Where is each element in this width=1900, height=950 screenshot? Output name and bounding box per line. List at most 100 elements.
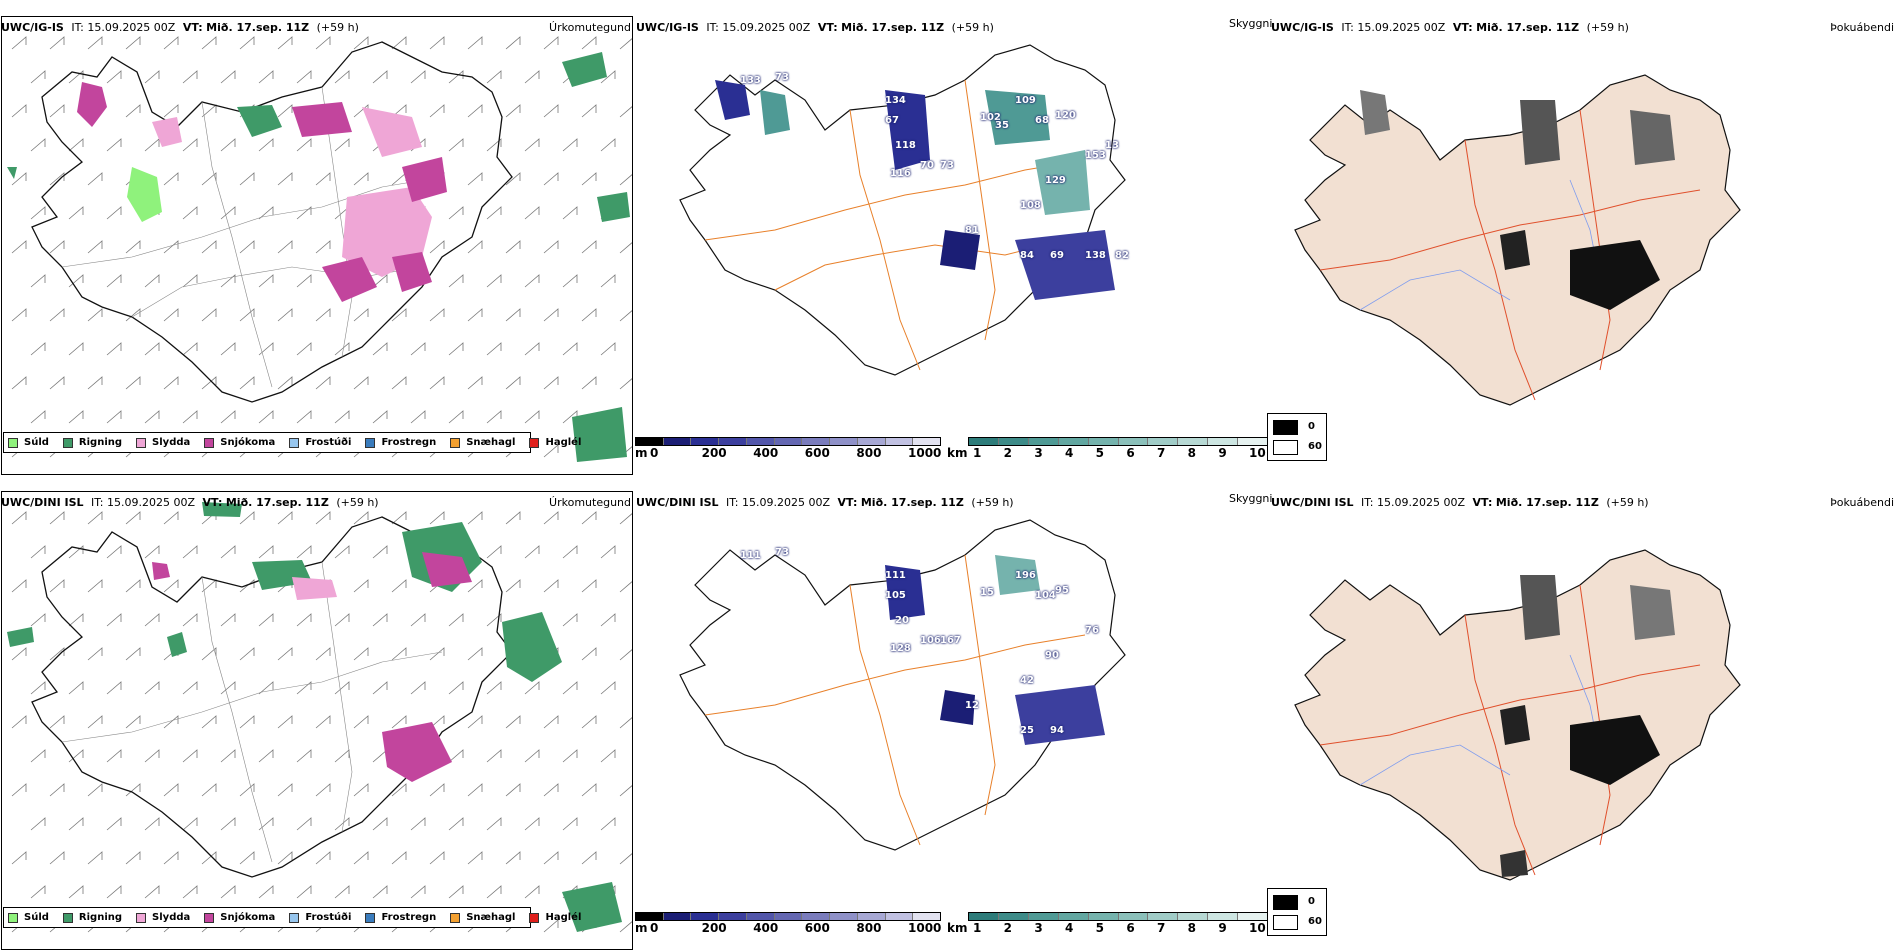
wind-barb xyxy=(296,749,312,763)
wind-barb xyxy=(68,138,84,152)
wind-barb xyxy=(467,783,483,797)
wind-barb xyxy=(296,342,312,356)
colorbar-tick: 600 xyxy=(804,921,830,935)
legend-label: Snjókoma xyxy=(220,437,276,448)
fog-map-svg[interactable] xyxy=(1270,0,1900,430)
wind-barb xyxy=(201,783,217,797)
wind-barb xyxy=(391,36,407,50)
panel-title: UWC/DINI ISL IT: 15.09.2025 00Z VT: Mið.… xyxy=(1271,496,1649,509)
wind-barb xyxy=(372,70,388,84)
colorbar-segment xyxy=(719,438,747,445)
wind-barb xyxy=(144,410,160,424)
wind-barb xyxy=(524,681,540,695)
wind-barb xyxy=(467,240,483,254)
fog-legend-label: 60 xyxy=(1308,441,1322,452)
legend-label: Rigning xyxy=(78,437,123,448)
wind-barb xyxy=(448,138,464,152)
wind-barb xyxy=(296,681,312,695)
wind-barb xyxy=(163,715,179,729)
wind-barb xyxy=(467,376,483,390)
cloud-map-svg[interactable] xyxy=(635,475,1270,905)
wind-barb xyxy=(353,851,369,865)
colorbar-segment xyxy=(1178,913,1209,920)
wind-barb xyxy=(581,715,597,729)
wind-barb xyxy=(486,206,502,220)
cloud-base-value: 76 xyxy=(1085,625,1099,636)
colorbar-tick: 6 xyxy=(1126,921,1135,935)
wind-barb xyxy=(353,36,369,50)
fog-blobs xyxy=(1360,90,1675,310)
precip-map[interactable] xyxy=(1,491,633,950)
legend-swatch xyxy=(204,437,215,448)
wind-barb xyxy=(87,783,103,797)
wind-barb xyxy=(486,545,502,559)
legend-swatch xyxy=(204,912,215,923)
cloud-base-value: 13 xyxy=(1105,140,1119,151)
wind-barb xyxy=(619,38,632,50)
cloud-base-value: 35 xyxy=(995,120,1009,131)
precip-type-panel: UWC/IG-IS IT: 15.09.2025 00Z VT: Mið. 17… xyxy=(0,0,635,475)
wind-barb xyxy=(315,240,331,254)
wind-barb xyxy=(467,172,483,186)
wind-barb xyxy=(201,172,217,186)
wind-barb xyxy=(315,851,331,865)
cloud-base-value: 167 xyxy=(940,635,961,646)
legend-item-snjókoma: Snjókoma xyxy=(204,912,275,923)
colorbar-tick: 1 xyxy=(973,446,982,460)
wind-barb xyxy=(410,613,426,627)
wind-barb xyxy=(581,240,597,254)
wind-barb xyxy=(391,579,407,593)
roads xyxy=(704,554,1086,846)
fog-map-svg[interactable] xyxy=(1270,475,1900,905)
colorbar-tick: 1 xyxy=(973,921,982,935)
wind-barb xyxy=(600,613,616,627)
legend-item-súld: Súld xyxy=(8,437,49,448)
cloud-base-panel: UWC/IG-IS IT: 15.09.2025 00Z VT: Mið. 17… xyxy=(635,0,1270,475)
wind-barb xyxy=(524,817,540,831)
wind-barb xyxy=(619,106,632,118)
it-label: IT: xyxy=(71,21,84,34)
legend-label: Slydda xyxy=(152,912,191,923)
colorbar-segment xyxy=(857,438,886,445)
wind-barb xyxy=(30,681,46,695)
wind-barb xyxy=(600,817,616,831)
lead-time: (+59 h) xyxy=(1586,21,1629,34)
colorbar-segment xyxy=(1058,913,1089,920)
wind-barb xyxy=(87,579,103,593)
wind-barb xyxy=(87,376,103,390)
colorbar-segment xyxy=(969,438,999,445)
wind-barb xyxy=(334,885,350,899)
cloud-map-svg[interactable] xyxy=(635,0,1270,430)
wind-barb xyxy=(277,104,293,118)
model-name: UWC/DINI ISL xyxy=(636,496,719,509)
fog-legend-swatch xyxy=(1273,915,1298,930)
wind-barb xyxy=(182,885,198,899)
wind-barb xyxy=(87,240,103,254)
cloud-base-colorbar xyxy=(635,912,941,921)
wind-barb xyxy=(429,36,445,50)
wind-barb xyxy=(49,104,65,118)
cloud-base-value: 120 xyxy=(1055,110,1076,121)
wind-barb xyxy=(144,613,160,627)
legend-swatch xyxy=(289,912,300,923)
vt-label: VT: xyxy=(1452,21,1473,34)
precip-type-label: Úrkomutegund xyxy=(549,496,631,509)
wind-barb xyxy=(49,851,65,865)
precip-map[interactable] xyxy=(1,16,633,475)
wind-barb xyxy=(581,647,597,661)
wind-barb xyxy=(562,274,578,288)
colorbar-segment xyxy=(1058,438,1089,445)
wind-barb xyxy=(201,36,217,50)
wind-barb xyxy=(68,885,84,899)
wind-barb xyxy=(505,579,521,593)
wind-barb xyxy=(581,851,597,865)
wind-barb xyxy=(296,138,312,152)
wind-barb xyxy=(524,274,540,288)
wind-barb xyxy=(220,274,236,288)
wind-barb xyxy=(562,613,578,627)
colorbar-tick: 2 xyxy=(1003,446,1013,460)
wind-barb xyxy=(201,376,217,390)
wind-barb xyxy=(467,308,483,322)
wind-barb xyxy=(201,715,217,729)
wind-barb xyxy=(543,444,559,458)
